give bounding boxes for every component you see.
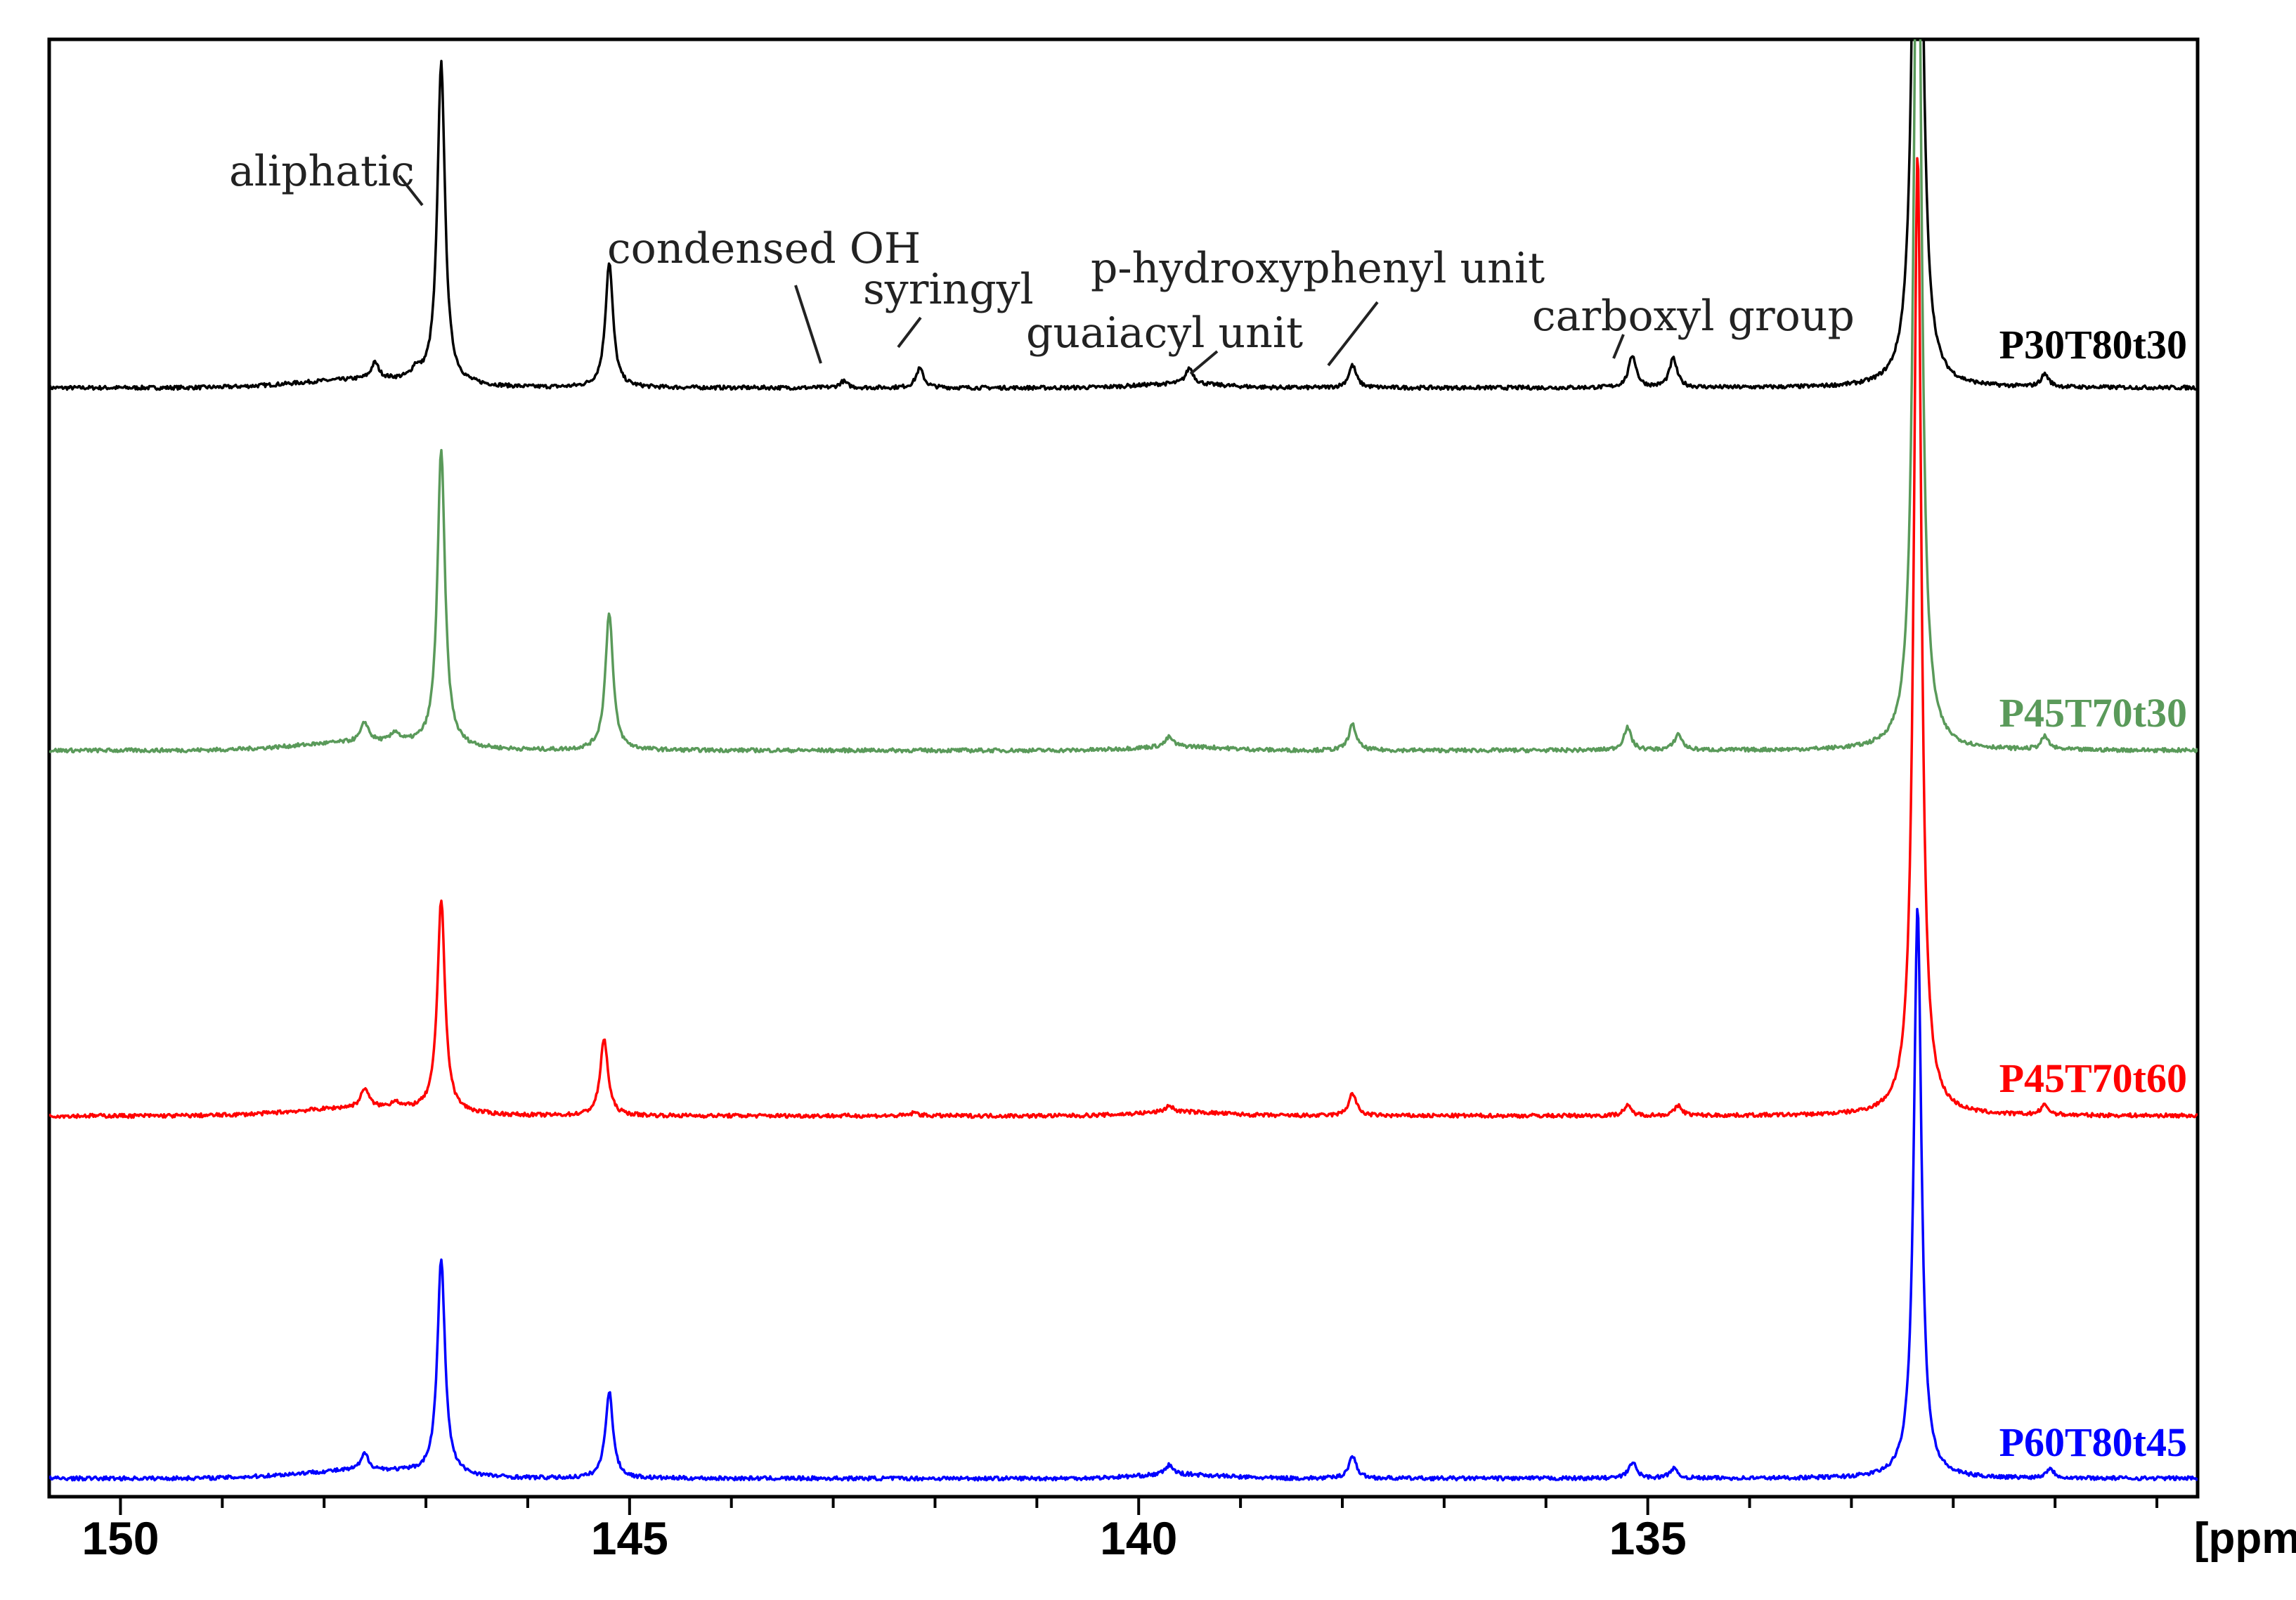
spectra-traces: [49, 39, 2198, 1482]
x-axis-ticks: [119, 1497, 2159, 1515]
series-label-p60t80t45: P60T80t45: [1999, 1419, 2187, 1465]
annotation-carboxyl-group: carboxyl group: [1532, 292, 1855, 341]
spectrum-trace-p60t80t45: [49, 908, 2198, 1482]
annotation-syringyl-leader: [897, 316, 922, 349]
spectrum-trace-p30t80t30: [49, 39, 2198, 391]
series-label-p45t70t30: P45T70t30: [1999, 690, 2187, 736]
annotation-condensed-oh: condensed OH: [607, 224, 921, 273]
annotation-condensed-oh-leader: [794, 285, 822, 364]
spectrum-trace-p45t70t30: [49, 39, 2198, 754]
annotation-syringyl: syringyl: [863, 265, 1034, 314]
series-label-p30t80t30: P30T80t30: [1999, 322, 2187, 368]
annotation-p-hydroxyphenyl-leader: [1327, 301, 1379, 367]
annotation-aliphatic-leader: [398, 174, 424, 207]
series-label-p45t70t60: P45T70t60: [1999, 1055, 2187, 1101]
x-tick-label: 135: [1609, 1512, 1687, 1564]
spectrum-trace-p45t70t60: [49, 157, 2198, 1119]
peak-annotations: aliphatic condensed OH syringyl p-hydrox…: [229, 147, 1855, 375]
x-tick-label: 145: [591, 1512, 668, 1564]
x-tick-label: 150: [82, 1512, 159, 1564]
x-tick-label: 140: [1100, 1512, 1177, 1564]
x-axis-unit-label: [ppm]: [2194, 1514, 2296, 1563]
annotation-aliphatic: aliphatic: [229, 147, 415, 196]
series-labels: P30T80t30 P45T70t30 P45T70t60 P60T80t45: [1999, 322, 2187, 1465]
x-axis-tick-labels: 150 145 140 135: [82, 1512, 1686, 1564]
plot-frame: [47, 37, 2200, 1499]
annotation-guaiacyl-unit: guaiacyl unit: [1026, 308, 1303, 358]
annotation-guaiacyl-leader: [1189, 350, 1219, 375]
annotation-carboxyl-group-leader: [1612, 334, 1625, 359]
annotation-p-hydroxyphenyl-unit: p-hydroxyphenyl unit: [1091, 244, 1545, 293]
